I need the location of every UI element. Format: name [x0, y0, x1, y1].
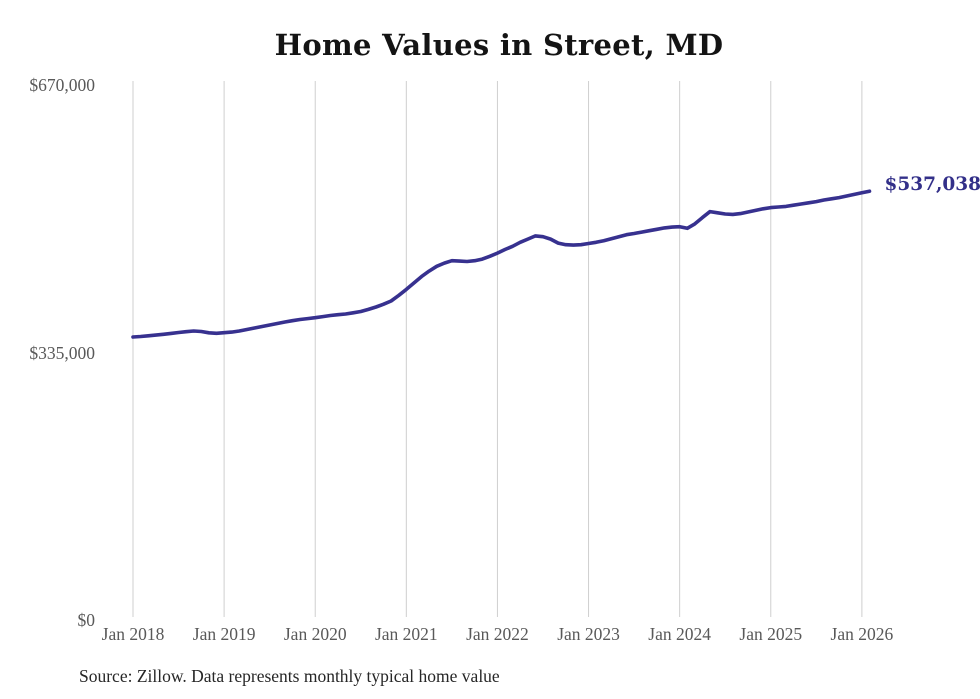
home-value-line	[131, 189, 872, 339]
x-tick-label: Jan 2020	[283, 624, 347, 644]
y-tick-label: $0	[77, 610, 96, 630]
x-tick-label: Jan 2026	[830, 624, 894, 644]
y-tick-label: $335,000	[29, 342, 95, 363]
x-tick-label: Jan 2019	[192, 624, 256, 644]
source-note: Source: Zillow. Data represents monthly …	[79, 666, 500, 686]
x-tick-label: Jan 2023	[557, 624, 620, 644]
chart-title: Home Values in Street, MD	[274, 28, 724, 62]
x-tick-label: Jan 2024	[648, 624, 712, 644]
x-tick-label: Jan 2018	[101, 624, 165, 644]
x-tick-label: Jan 2025	[739, 624, 803, 644]
y-tick-label: $670,000	[29, 75, 95, 95]
latest-value-label: $537,038	[884, 174, 980, 196]
x-tick-label: Jan 2021	[374, 624, 438, 644]
x-tick-label: Jan 2022	[466, 624, 529, 644]
